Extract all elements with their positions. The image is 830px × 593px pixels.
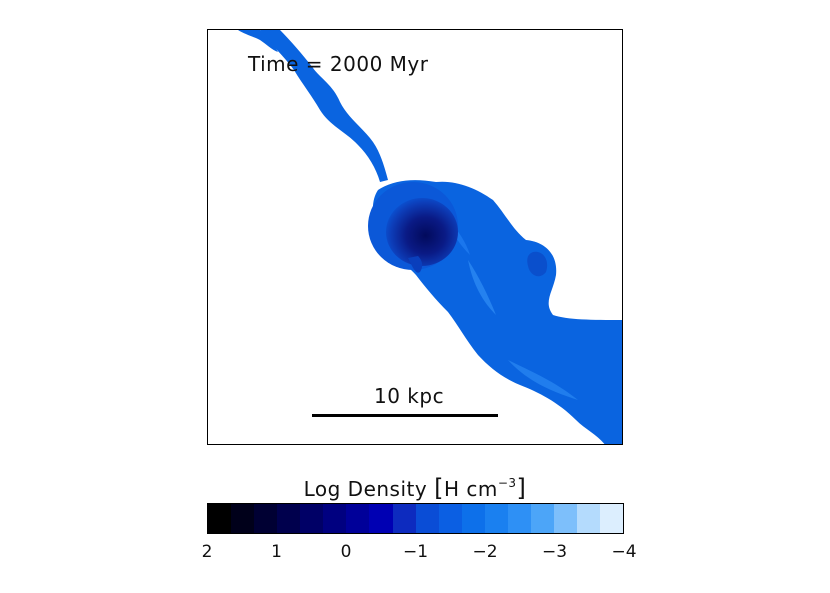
colorbar-tick-label: 0 <box>340 542 352 562</box>
colorbar-segment <box>600 504 624 533</box>
colorbar-ticks: 2 1 0 −1 −2 −3 −4 <box>202 542 637 564</box>
colorbar-segment <box>438 504 462 533</box>
gas-highlight-2 <box>508 360 578 400</box>
gas-highlight-1 <box>468 260 496 315</box>
scale-bar <box>312 414 498 417</box>
colorbar-segment <box>346 504 370 533</box>
gas-filament-blob <box>238 30 278 52</box>
colorbar-segment <box>254 504 278 533</box>
colorbar-bracket-open: [ <box>434 474 444 502</box>
colorbar-segment <box>484 504 508 533</box>
colorbar-tick-label: −4 <box>611 542 637 562</box>
colorbar <box>207 503 624 534</box>
colorbar-bracket-close: ] <box>516 474 527 502</box>
colorbar-segment <box>208 504 232 533</box>
colorbar-segment <box>577 504 601 533</box>
colorbar-segment <box>392 504 416 533</box>
gas-density-image <box>238 30 622 444</box>
colorbar-segment <box>415 504 439 533</box>
gas-knot-1 <box>527 251 548 277</box>
colorbar-tick-label: 2 <box>201 542 213 562</box>
colorbar-segment <box>553 504 577 533</box>
colorbar-segment <box>369 504 393 533</box>
colorbar-tick-label: −3 <box>541 542 568 562</box>
colorbar-segment <box>300 504 324 533</box>
colorbar-unit-exponent: −3 <box>497 476 517 490</box>
colorbar-segment <box>323 504 347 533</box>
density-map-panel: Time = 2000 Myr 10 kpc <box>207 29 623 445</box>
time-label: Time = 2000 Myr <box>248 52 429 76</box>
colorbar-tick-label: −1 <box>402 542 429 562</box>
scale-bar-label: 10 kpc <box>374 384 445 408</box>
colorbar-title-prefix: Log Density <box>303 477 435 501</box>
colorbar-segment <box>277 504 301 533</box>
colorbar-title: Log Density [H cm−3] <box>0 474 830 502</box>
colorbar-tick-label: −2 <box>472 542 498 562</box>
colorbar-segment <box>530 504 554 533</box>
galaxy-core <box>386 198 458 266</box>
colorbar-segment <box>231 504 255 533</box>
colorbar-segment <box>507 504 531 533</box>
colorbar-unit: H cm <box>443 477 498 501</box>
gas-filament-upper <box>260 30 388 182</box>
galaxy-core-tail <box>408 256 423 273</box>
colorbar-segment <box>461 504 485 533</box>
colorbar-tick-label: 1 <box>271 542 282 562</box>
